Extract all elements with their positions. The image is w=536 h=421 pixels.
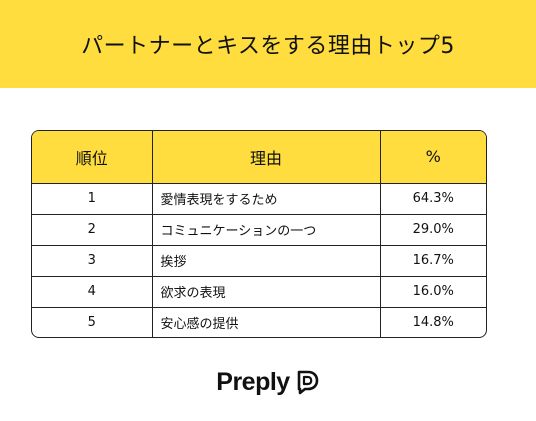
rank-cell: 4: [32, 276, 153, 308]
preply-logo-icon: [297, 370, 319, 395]
reason-cell: 愛情表現をするため: [152, 183, 381, 215]
percent-cell: 29.0%: [380, 214, 486, 246]
table-row: 5 安心感の提供 14.8%: [32, 307, 486, 337]
reason-cell: 安心感の提供: [152, 307, 381, 337]
reason-cell: 欲求の表現: [152, 276, 381, 308]
column-header-percent: %: [380, 131, 486, 184]
rank-cell: 5: [32, 307, 153, 337]
rank-cell: 1: [32, 183, 153, 215]
table-row: 2 コミュニケーションの一つ 29.0%: [32, 214, 486, 246]
rank-cell: 3: [32, 245, 153, 277]
brand-name: Preply: [216, 367, 290, 396]
reason-cell: コミュニケーションの一つ: [152, 214, 381, 246]
reason-cell: 挨拶: [152, 245, 381, 277]
ranking-table: 順位 理由 % 1 愛情表現をするため 64.3% 2 コミュニケーションの一つ…: [32, 131, 486, 337]
page-title: パートナーとキスをする理由トップ5: [81, 34, 455, 59]
ranking-table-container: 順位 理由 % 1 愛情表現をするため 64.3% 2 コミュニケーションの一つ…: [31, 130, 487, 338]
percent-cell: 16.7%: [380, 245, 486, 277]
title-banner: パートナーとキスをする理由トップ5: [0, 0, 536, 88]
column-header-rank: 順位: [32, 131, 153, 184]
table-row: 4 欲求の表現 16.0%: [32, 276, 486, 308]
table-row: 3 挨拶 16.7%: [32, 245, 486, 277]
percent-cell: 16.0%: [380, 276, 486, 308]
table-header-row: 順位 理由 %: [32, 131, 486, 184]
rank-cell: 2: [32, 214, 153, 246]
percent-cell: 14.8%: [412, 315, 454, 331]
table-row: 1 愛情表現をするため 64.3%: [32, 183, 486, 215]
percent-cell: 64.3%: [380, 183, 486, 215]
column-header-reason: 理由: [152, 131, 381, 184]
brand-logo: Preply: [0, 364, 536, 400]
